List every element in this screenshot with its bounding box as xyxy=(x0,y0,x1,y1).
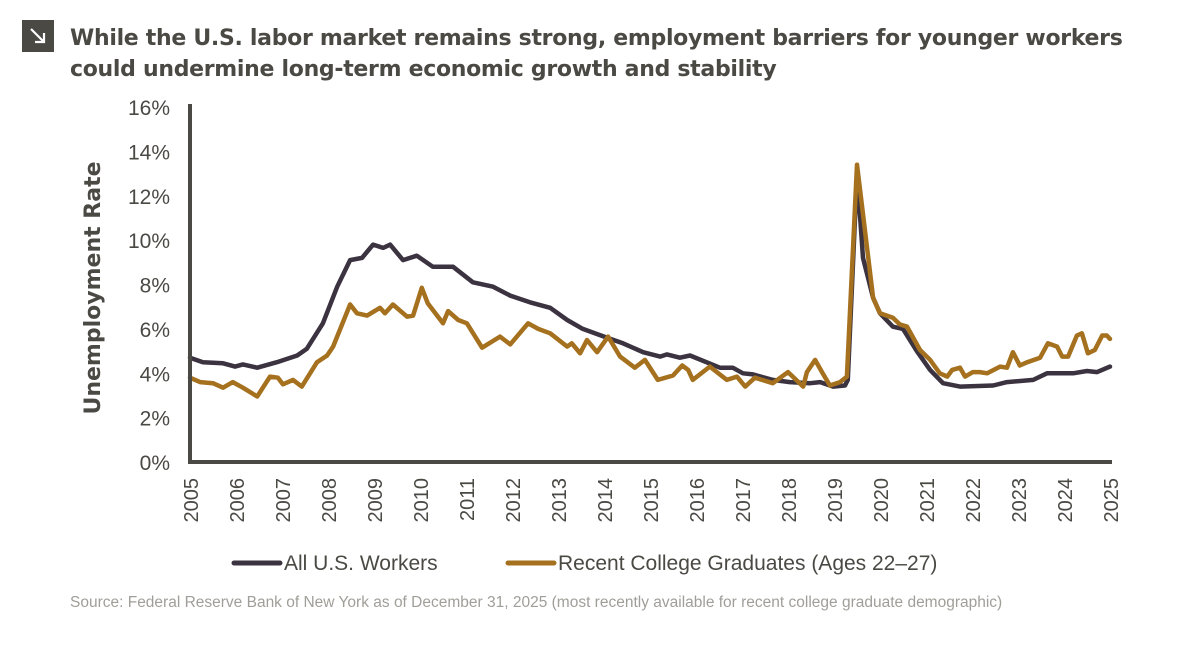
x-tick-label: 2015 xyxy=(641,478,663,523)
series-line-recent-grads xyxy=(187,162,1113,399)
chart-title: While the U.S. labor market remains stro… xyxy=(70,26,1123,82)
y-tick-label: 4% xyxy=(140,363,170,386)
y-axis-label: Unemployment Rate xyxy=(81,161,106,414)
y-tick-label: 12% xyxy=(128,186,170,209)
x-tick-label: 2009 xyxy=(365,478,387,523)
x-tick-label: 2022 xyxy=(963,478,985,523)
x-tick-label: 2014 xyxy=(595,478,617,523)
x-tick-label: 2023 xyxy=(1009,478,1031,523)
x-tick-label: 2012 xyxy=(503,478,525,523)
y-tick-label: 16% xyxy=(128,97,170,120)
x-tick-label: 2018 xyxy=(779,478,801,523)
y-tick-label: 0% xyxy=(140,452,170,475)
x-tick-label: 2024 xyxy=(1055,478,1077,523)
x-tick-label: 2019 xyxy=(825,478,847,523)
y-tick-label: 14% xyxy=(128,141,170,164)
x-tick-label: 2017 xyxy=(733,478,755,523)
series-line-all-workers xyxy=(187,171,1113,389)
y-tick-label: 6% xyxy=(140,319,170,342)
x-tick-label: 2025 xyxy=(1101,478,1123,523)
x-tick-label: 2021 xyxy=(917,478,939,523)
y-tick-label: 8% xyxy=(140,275,170,298)
legend: All U.S. Workers Recent College Graduate… xyxy=(231,552,937,575)
y-tick-label: 2% xyxy=(140,408,170,431)
legend-label-recent-grads: Recent College Graduates (Ages 22–27) xyxy=(558,552,937,575)
arrow-down-right-icon xyxy=(22,20,54,52)
x-tick-label: 2007 xyxy=(273,478,295,523)
x-tick-label: 2016 xyxy=(687,478,709,523)
x-tick-label: 2008 xyxy=(319,478,341,523)
x-tick-label: 2005 xyxy=(181,478,203,523)
y-tick-label: 10% xyxy=(128,230,170,253)
x-tick-label: 2011 xyxy=(457,478,479,521)
x-tick-label: 2020 xyxy=(871,478,893,523)
legend-label-all-workers: All U.S. Workers xyxy=(284,552,438,575)
x-tick-label: 2013 xyxy=(549,478,571,523)
source-note: Source: Federal Reserve Bank of New York… xyxy=(70,594,1003,611)
x-tick-label: 2010 xyxy=(411,478,433,523)
x-tick-label: 2006 xyxy=(227,478,249,523)
